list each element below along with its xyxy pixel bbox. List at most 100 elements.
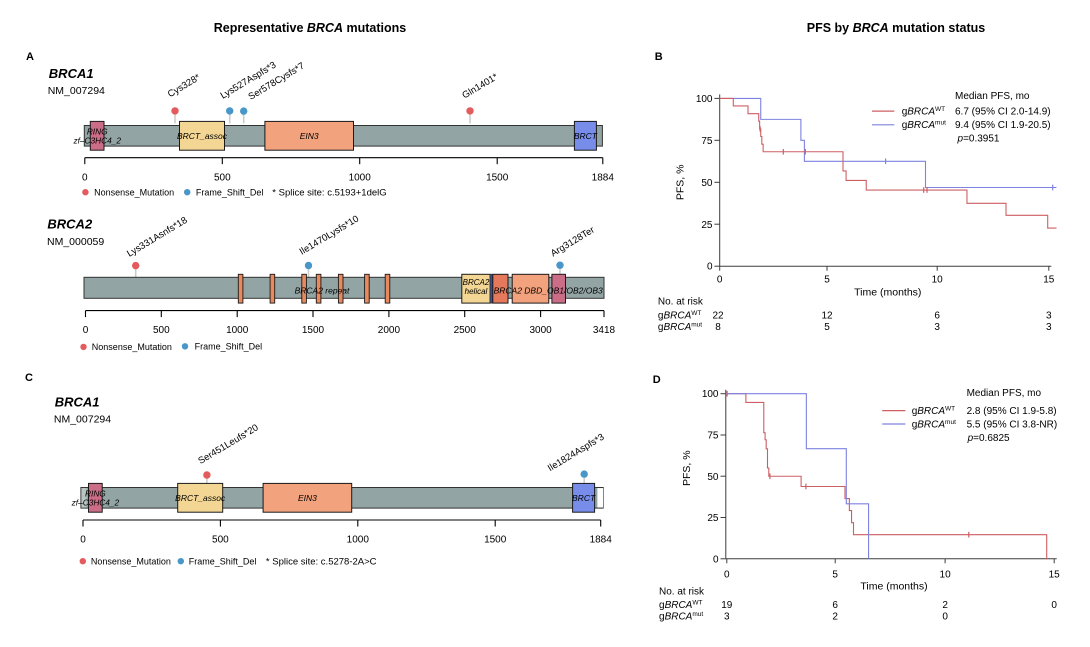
svg-text:100: 100: [696, 94, 713, 105]
svg-text:No. at risk: No. at risk: [659, 587, 705, 598]
svg-text:A: A: [26, 51, 34, 63]
svg-text:22: 22: [712, 311, 724, 322]
svg-text:3000: 3000: [529, 325, 552, 336]
svg-text:1500: 1500: [302, 325, 325, 336]
svg-text:gBRCAWT: gBRCAWT: [912, 406, 955, 418]
svg-text:BRCT: BRCT: [572, 493, 596, 503]
svg-text:B: B: [655, 51, 663, 63]
svg-text:5: 5: [832, 570, 838, 581]
svg-text:BRCA1: BRCA1: [49, 66, 94, 81]
svg-text:1500: 1500: [486, 172, 509, 183]
svg-text:500: 500: [214, 172, 231, 183]
svg-text:BRCT_assoc: BRCT_assoc: [175, 493, 226, 503]
svg-text:gBRCAmut: gBRCAmut: [912, 419, 956, 431]
svg-text:NM_000059: NM_000059: [47, 236, 104, 248]
svg-text:gBRCAmut: gBRCAmut: [659, 611, 703, 623]
svg-text:9.4 (95% CI 1.9-20.5): 9.4 (95% CI 1.9-20.5): [955, 120, 1051, 131]
svg-text:1000: 1000: [226, 325, 249, 336]
svg-text:Time (months): Time (months): [860, 581, 927, 593]
svg-text:5: 5: [824, 275, 830, 286]
svg-text:gBRCAWT: gBRCAWT: [658, 310, 701, 322]
svg-text:Time (months): Time (months): [854, 287, 921, 299]
svg-text:3: 3: [724, 612, 730, 623]
svg-text:25: 25: [701, 220, 713, 231]
svg-text:100: 100: [702, 389, 719, 400]
svg-text:15: 15: [1049, 570, 1061, 581]
svg-text:PFS, %: PFS, %: [681, 450, 693, 486]
svg-text:NM_007294: NM_007294: [48, 85, 105, 97]
svg-text:zf–C3HC4_2: zf–C3HC4_2: [72, 135, 121, 145]
svg-text:5.5 (95% CI 3.8-NR): 5.5 (95% CI 3.8-NR): [967, 419, 1058, 430]
svg-text:Median PFS, mo: Median PFS, mo: [955, 91, 1030, 102]
svg-text:0: 0: [83, 325, 89, 336]
svg-text:10: 10: [940, 570, 952, 581]
svg-text:* Splice site: c.5193+1delG: * Splice site: c.5193+1delG: [272, 187, 386, 198]
svg-text:p=0.3951: p=0.3951: [957, 134, 1000, 145]
svg-text:0: 0: [713, 554, 719, 565]
svg-text:3418: 3418: [593, 325, 616, 336]
svg-text:* Splice site: c.5278-2A>C: * Splice site: c.5278-2A>C: [266, 556, 377, 567]
svg-text:Nonsense_Mutation: Nonsense_Mutation: [94, 187, 174, 197]
svg-text:500: 500: [212, 535, 229, 546]
svg-text:RING: RING: [87, 126, 108, 136]
svg-text:BRCT: BRCT: [574, 131, 598, 141]
svg-text:1884: 1884: [592, 172, 615, 183]
svg-text:BRCA2: BRCA2: [463, 278, 490, 287]
svg-text:EIN3: EIN3: [298, 493, 317, 503]
svg-text:gBRCAWT: gBRCAWT: [659, 600, 702, 612]
svg-text:50: 50: [707, 472, 719, 483]
svg-text:6: 6: [934, 311, 940, 322]
svg-text:zf–C3HC4_2: zf–C3HC4_2: [71, 497, 120, 507]
svg-text:15: 15: [1043, 275, 1055, 286]
svg-text:Nonsense_Mutation: Nonsense_Mutation: [92, 342, 172, 352]
svg-text:2000: 2000: [378, 325, 401, 336]
svg-text:BRCA2: BRCA2: [47, 217, 93, 232]
svg-text:Nonsense_Mutation: Nonsense_Mutation: [91, 556, 171, 566]
svg-text:RING: RING: [85, 488, 106, 498]
svg-text:BRCA2 repeat: BRCA2 repeat: [295, 286, 350, 296]
svg-text:gBRCAmut: gBRCAmut: [902, 120, 946, 132]
svg-text:PFS by BRCA mutation status: PFS by BRCA mutation status: [807, 21, 986, 35]
svg-text:0: 0: [80, 535, 86, 546]
svg-text:8: 8: [715, 322, 721, 333]
svg-text:0: 0: [82, 172, 88, 183]
svg-text:gBRCAmut: gBRCAmut: [658, 322, 702, 334]
svg-text:gBRCAWT: gBRCAWT: [902, 106, 945, 118]
svg-text:Frame_Shift_Del: Frame_Shift_Del: [196, 187, 264, 197]
svg-text:75: 75: [701, 136, 713, 147]
svg-text:EIN3: EIN3: [300, 131, 319, 141]
svg-text:C: C: [25, 372, 33, 384]
svg-text:1000: 1000: [347, 535, 370, 546]
svg-text:1500: 1500: [484, 535, 507, 546]
svg-text:Representative BRCA mutations: Representative BRCA mutations: [214, 21, 406, 35]
svg-text:p=0.6825: p=0.6825: [967, 433, 1010, 444]
svg-text:0: 0: [724, 570, 730, 581]
svg-text:2: 2: [832, 612, 838, 623]
svg-text:6: 6: [832, 600, 838, 611]
svg-text:BRCT_assoc: BRCT_assoc: [177, 131, 228, 141]
svg-text:3: 3: [1046, 322, 1052, 333]
svg-text:19: 19: [721, 600, 733, 611]
svg-text:Frame_Shift_Del: Frame_Shift_Del: [195, 342, 263, 352]
svg-text:1884: 1884: [590, 535, 613, 546]
svg-text:BRCA2 DBD_OB1/OB2/OB3: BRCA2 DBD_OB1/OB2/OB3: [494, 285, 603, 295]
svg-text:helical: helical: [465, 287, 488, 296]
svg-text:D: D: [653, 374, 661, 386]
svg-text:BRCA1: BRCA1: [55, 395, 100, 410]
svg-text:2: 2: [942, 600, 948, 611]
svg-text:2.8 (95% CI 1.9-5.8): 2.8 (95% CI 1.9-5.8): [967, 406, 1057, 417]
svg-text:75: 75: [707, 431, 719, 442]
svg-text:0: 0: [707, 262, 713, 273]
svg-text:Median PFS, mo: Median PFS, mo: [967, 388, 1042, 399]
svg-text:No. at risk: No. at risk: [658, 297, 704, 308]
svg-text:0: 0: [1051, 600, 1057, 611]
svg-text:50: 50: [701, 178, 713, 189]
svg-text:500: 500: [153, 325, 170, 336]
svg-text:2500: 2500: [454, 325, 477, 336]
svg-text:12: 12: [821, 311, 833, 322]
svg-text:10: 10: [932, 275, 944, 286]
svg-text:0: 0: [942, 612, 948, 623]
svg-text:6.7 (95% CI 2.0-14.9): 6.7 (95% CI 2.0-14.9): [955, 107, 1051, 118]
svg-text:1000: 1000: [349, 172, 372, 183]
svg-text:PFS, %: PFS, %: [675, 165, 687, 201]
